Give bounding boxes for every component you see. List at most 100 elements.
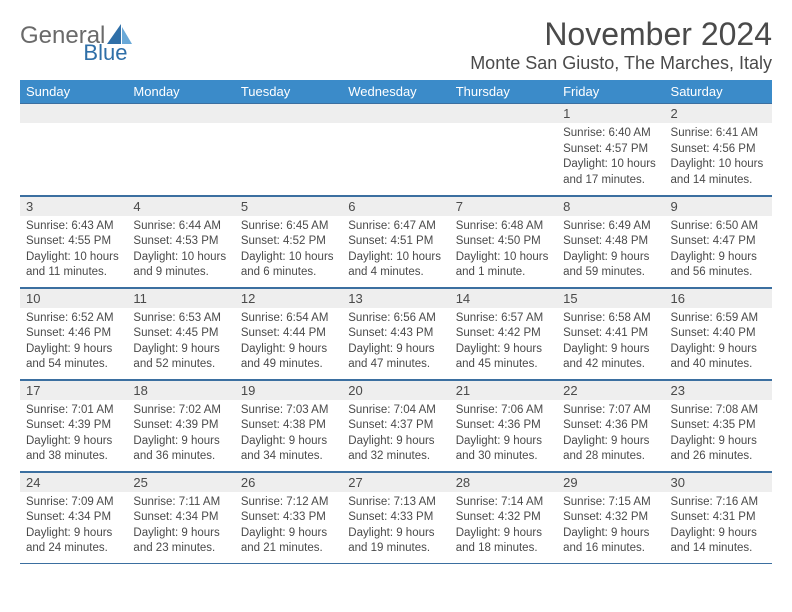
day-details: Sunrise: 6:41 AMSunset: 4:56 PMDaylight:… <box>665 123 772 192</box>
day-details: Sunrise: 6:44 AMSunset: 4:53 PMDaylight:… <box>127 216 234 285</box>
day-number: 8 <box>557 196 664 216</box>
weekday-header-friday: Friday <box>557 80 664 103</box>
day-number: 7 <box>450 196 557 216</box>
day-details: Sunrise: 6:45 AMSunset: 4:52 PMDaylight:… <box>235 216 342 285</box>
header-row: General Blue November 2024 Monte San Giu… <box>20 16 772 74</box>
calendar-day-cell: 1Sunrise: 6:40 AMSunset: 4:57 PMDaylight… <box>557 103 664 195</box>
weekday-header-wednesday: Wednesday <box>342 80 449 103</box>
empty-day-bar <box>235 103 342 123</box>
empty-day-bar <box>127 103 234 123</box>
calendar-page: General Blue November 2024 Monte San Giu… <box>0 0 792 564</box>
calendar-day-cell: 12Sunrise: 6:54 AMSunset: 4:44 PMDayligh… <box>235 287 342 379</box>
day-number: 5 <box>235 196 342 216</box>
day-number: 27 <box>342 472 449 492</box>
calendar-week-row: 1Sunrise: 6:40 AMSunset: 4:57 PMDaylight… <box>20 103 772 195</box>
day-details: Sunrise: 6:56 AMSunset: 4:43 PMDaylight:… <box>342 308 449 377</box>
day-number: 24 <box>20 472 127 492</box>
calendar-day-cell: 11Sunrise: 6:53 AMSunset: 4:45 PMDayligh… <box>127 287 234 379</box>
day-details: Sunrise: 6:43 AMSunset: 4:55 PMDaylight:… <box>20 216 127 285</box>
day-number: 6 <box>342 196 449 216</box>
day-number: 17 <box>20 380 127 400</box>
calendar-day-cell: 19Sunrise: 7:03 AMSunset: 4:38 PMDayligh… <box>235 379 342 471</box>
day-details: Sunrise: 7:01 AMSunset: 4:39 PMDaylight:… <box>20 400 127 469</box>
weekday-header-thursday: Thursday <box>450 80 557 103</box>
calendar-day-cell: 5Sunrise: 6:45 AMSunset: 4:52 PMDaylight… <box>235 195 342 287</box>
calendar-week-row: 17Sunrise: 7:01 AMSunset: 4:39 PMDayligh… <box>20 379 772 471</box>
calendar-day-cell: 3Sunrise: 6:43 AMSunset: 4:55 PMDaylight… <box>20 195 127 287</box>
day-details: Sunrise: 7:11 AMSunset: 4:34 PMDaylight:… <box>127 492 234 561</box>
day-details: Sunrise: 6:48 AMSunset: 4:50 PMDaylight:… <box>450 216 557 285</box>
weekday-header-monday: Monday <box>127 80 234 103</box>
day-details: Sunrise: 6:52 AMSunset: 4:46 PMDaylight:… <box>20 308 127 377</box>
weekday-header-tuesday: Tuesday <box>235 80 342 103</box>
brand-text-2: Blue <box>83 40 127 65</box>
day-details: Sunrise: 6:57 AMSunset: 4:42 PMDaylight:… <box>450 308 557 377</box>
empty-day-bar <box>342 103 449 123</box>
day-details: Sunrise: 6:54 AMSunset: 4:44 PMDaylight:… <box>235 308 342 377</box>
day-details: Sunrise: 6:59 AMSunset: 4:40 PMDaylight:… <box>665 308 772 377</box>
calendar-day-cell: 24Sunrise: 7:09 AMSunset: 4:34 PMDayligh… <box>20 471 127 563</box>
calendar-empty-cell <box>342 103 449 195</box>
calendar-day-cell: 16Sunrise: 6:59 AMSunset: 4:40 PMDayligh… <box>665 287 772 379</box>
day-number: 30 <box>665 472 772 492</box>
calendar-weekday-header: SundayMondayTuesdayWednesdayThursdayFrid… <box>20 80 772 103</box>
day-details: Sunrise: 6:58 AMSunset: 4:41 PMDaylight:… <box>557 308 664 377</box>
calendar-day-cell: 7Sunrise: 6:48 AMSunset: 4:50 PMDaylight… <box>450 195 557 287</box>
day-details: Sunrise: 6:47 AMSunset: 4:51 PMDaylight:… <box>342 216 449 285</box>
day-details: Sunrise: 7:12 AMSunset: 4:33 PMDaylight:… <box>235 492 342 561</box>
day-details: Sunrise: 7:03 AMSunset: 4:38 PMDaylight:… <box>235 400 342 469</box>
calendar-day-cell: 13Sunrise: 6:56 AMSunset: 4:43 PMDayligh… <box>342 287 449 379</box>
title-block: November 2024 Monte San Giusto, The Marc… <box>470 16 772 74</box>
calendar-day-cell: 30Sunrise: 7:16 AMSunset: 4:31 PMDayligh… <box>665 471 772 563</box>
calendar-empty-cell <box>127 103 234 195</box>
day-number: 26 <box>235 472 342 492</box>
calendar-empty-cell <box>235 103 342 195</box>
calendar-empty-cell <box>20 103 127 195</box>
day-details: Sunrise: 7:16 AMSunset: 4:31 PMDaylight:… <box>665 492 772 561</box>
day-number: 4 <box>127 196 234 216</box>
calendar-day-cell: 9Sunrise: 6:50 AMSunset: 4:47 PMDaylight… <box>665 195 772 287</box>
empty-day-bar <box>450 103 557 123</box>
calendar-day-cell: 27Sunrise: 7:13 AMSunset: 4:33 PMDayligh… <box>342 471 449 563</box>
day-details: Sunrise: 7:04 AMSunset: 4:37 PMDaylight:… <box>342 400 449 469</box>
day-details: Sunrise: 7:13 AMSunset: 4:33 PMDaylight:… <box>342 492 449 561</box>
calendar-day-cell: 22Sunrise: 7:07 AMSunset: 4:36 PMDayligh… <box>557 379 664 471</box>
location-subtitle: Monte San Giusto, The Marches, Italy <box>470 53 772 74</box>
calendar-week-row: 10Sunrise: 6:52 AMSunset: 4:46 PMDayligh… <box>20 287 772 379</box>
day-number: 19 <box>235 380 342 400</box>
day-number: 2 <box>665 103 772 123</box>
weekday-header-saturday: Saturday <box>665 80 772 103</box>
calendar-day-cell: 18Sunrise: 7:02 AMSunset: 4:39 PMDayligh… <box>127 379 234 471</box>
day-number: 13 <box>342 288 449 308</box>
calendar-day-cell: 21Sunrise: 7:06 AMSunset: 4:36 PMDayligh… <box>450 379 557 471</box>
calendar-day-cell: 20Sunrise: 7:04 AMSunset: 4:37 PMDayligh… <box>342 379 449 471</box>
day-number: 15 <box>557 288 664 308</box>
weekday-header-sunday: Sunday <box>20 80 127 103</box>
calendar-day-cell: 6Sunrise: 6:47 AMSunset: 4:51 PMDaylight… <box>342 195 449 287</box>
calendar-day-cell: 14Sunrise: 6:57 AMSunset: 4:42 PMDayligh… <box>450 287 557 379</box>
calendar-week-row: 3Sunrise: 6:43 AMSunset: 4:55 PMDaylight… <box>20 195 772 287</box>
calendar-day-cell: 15Sunrise: 6:58 AMSunset: 4:41 PMDayligh… <box>557 287 664 379</box>
day-details: Sunrise: 6:50 AMSunset: 4:47 PMDaylight:… <box>665 216 772 285</box>
day-number: 22 <box>557 380 664 400</box>
empty-day-bar <box>20 103 127 123</box>
day-number: 20 <box>342 380 449 400</box>
day-details: Sunrise: 7:09 AMSunset: 4:34 PMDaylight:… <box>20 492 127 561</box>
calendar-week-row: 24Sunrise: 7:09 AMSunset: 4:34 PMDayligh… <box>20 471 772 563</box>
day-details: Sunrise: 6:49 AMSunset: 4:48 PMDaylight:… <box>557 216 664 285</box>
calendar-day-cell: 10Sunrise: 6:52 AMSunset: 4:46 PMDayligh… <box>20 287 127 379</box>
day-number: 12 <box>235 288 342 308</box>
day-details: Sunrise: 7:15 AMSunset: 4:32 PMDaylight:… <box>557 492 664 561</box>
calendar-table: SundayMondayTuesdayWednesdayThursdayFrid… <box>20 80 772 564</box>
brand-logo: General Blue <box>20 16 135 50</box>
calendar-day-cell: 2Sunrise: 6:41 AMSunset: 4:56 PMDaylight… <box>665 103 772 195</box>
calendar-day-cell: 23Sunrise: 7:08 AMSunset: 4:35 PMDayligh… <box>665 379 772 471</box>
day-details: Sunrise: 7:06 AMSunset: 4:36 PMDaylight:… <box>450 400 557 469</box>
day-details: Sunrise: 6:40 AMSunset: 4:57 PMDaylight:… <box>557 123 664 192</box>
calendar-day-cell: 25Sunrise: 7:11 AMSunset: 4:34 PMDayligh… <box>127 471 234 563</box>
calendar-day-cell: 17Sunrise: 7:01 AMSunset: 4:39 PMDayligh… <box>20 379 127 471</box>
day-number: 25 <box>127 472 234 492</box>
day-details: Sunrise: 7:14 AMSunset: 4:32 PMDaylight:… <box>450 492 557 561</box>
calendar-body: 1Sunrise: 6:40 AMSunset: 4:57 PMDaylight… <box>20 103 772 563</box>
day-number: 23 <box>665 380 772 400</box>
